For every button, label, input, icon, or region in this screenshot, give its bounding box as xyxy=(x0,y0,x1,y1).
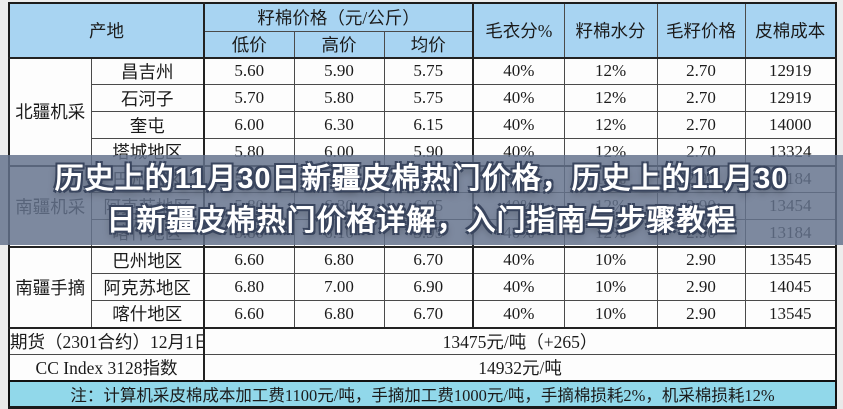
header-seed-price: 毛籽价格 xyxy=(656,2,746,58)
cc-index-label: CC Index 3128指数 xyxy=(8,353,205,381)
cc-index-value: 14932元/吨 xyxy=(203,353,837,381)
region-cell: 昌吉州 xyxy=(90,56,205,85)
header-moisture: 籽棉水分 xyxy=(563,2,658,58)
region-cell: 阿克苏地区 xyxy=(90,273,205,301)
low-price-cell: 5.60 xyxy=(203,56,295,85)
region-cell: 巴州地区 xyxy=(90,245,205,274)
seed-price-cell: 2.70 xyxy=(656,56,746,85)
low-price-cell: 6.60 xyxy=(203,245,295,274)
lint-cost-cell: 12919 xyxy=(744,56,837,85)
region-cell: 石河子 xyxy=(90,84,205,112)
seed-price-cell: 2.90 xyxy=(656,300,746,328)
note-row: 注：计算机采皮棉成本加工费1100元/吨，手摘加工费1000元/吨，手摘棉损耗2… xyxy=(7,379,838,408)
header-low-price: 低价 xyxy=(203,30,295,58)
table-header: 产地 籽棉价格（元/公斤） 毛衣分% 籽棉水分 毛籽价格 皮棉成本 低价 高价 … xyxy=(8,2,837,58)
seed-price-cell: 2.90 xyxy=(656,245,746,274)
seed-price-cell: 2.70 xyxy=(656,111,746,139)
low-price-cell: 5.70 xyxy=(203,84,295,112)
header-high-price: 高价 xyxy=(293,30,385,58)
note-text: 注：计算机采皮棉成本加工费1100元/吨，手摘加工费1000元/吨，手摘棉损耗2… xyxy=(7,379,838,408)
high-price-cell: 6.80 xyxy=(293,300,385,328)
avg-price-cell: 5.75 xyxy=(383,56,474,85)
group-label-south-handpicked: 南疆手摘 xyxy=(8,245,92,328)
high-price-cell: 7.00 xyxy=(293,273,385,301)
futures-row: 期货（2301合约）12月1日 13475元/吨（+265） xyxy=(8,326,837,355)
lint-cost-cell: 14045 xyxy=(744,273,837,301)
high-price-cell: 6.30 xyxy=(293,111,385,139)
header-seed-price-group: 籽棉价格（元/公斤） xyxy=(202,2,474,32)
lint-cost-cell: 13545 xyxy=(744,245,837,274)
seed-price-cell: 2.90 xyxy=(656,273,746,301)
table-row: 奎屯 6.00 6.30 6.15 40% 12% 2.70 14000 xyxy=(9,111,837,139)
header-row-2: 低价 高价 均价 xyxy=(9,30,836,58)
region-cell: 喀什地区 xyxy=(90,300,205,328)
high-price-cell: 5.80 xyxy=(293,84,385,112)
header-lint-percent: 毛衣分% xyxy=(472,2,565,58)
lint-cost-cell: 13545 xyxy=(744,300,837,328)
table-row: 喀什地区 6.60 6.80 6.70 40% 10% 2.90 13545 xyxy=(9,300,837,328)
futures-label: 期货（2301合约）12月1日 xyxy=(8,326,205,355)
header-lint-cost: 皮棉成本 xyxy=(744,2,837,58)
high-price-cell: 6.80 xyxy=(293,245,385,274)
lint-percent-cell: 40% xyxy=(472,245,565,274)
title-overlay-banner: 历史上的11月30日新疆皮棉热门价格，历史上的11月30 日新疆皮棉热门价格详解… xyxy=(0,155,843,245)
high-price-cell: 5.90 xyxy=(293,56,385,85)
lint-percent-cell: 40% xyxy=(472,84,565,112)
avg-price-cell: 6.70 xyxy=(383,245,474,274)
futures-value: 13475元/吨（+265） xyxy=(203,326,837,355)
seed-price-cell: 2.70 xyxy=(656,84,746,112)
header-origin: 产地 xyxy=(8,2,205,58)
moisture-cell: 12% xyxy=(563,84,658,112)
table-row: 北疆机采 昌吉州 5.60 5.90 5.75 40% 12% 2.70 129… xyxy=(8,56,837,166)
lint-cost-cell: 14000 xyxy=(744,111,837,139)
moisture-cell: 10% xyxy=(563,273,658,301)
low-price-cell: 6.80 xyxy=(203,273,295,301)
lint-percent-cell: 40% xyxy=(472,273,565,301)
region-cell: 奎屯 xyxy=(90,111,205,139)
table-row: 阿克苏地区 6.80 7.00 6.90 40% 10% 2.90 14045 xyxy=(9,273,837,301)
header-row-1: 产地 籽棉价格（元/公斤） 毛衣分% 籽棉水分 毛籽价格 皮棉成本 xyxy=(8,2,837,58)
header-avg-price: 均价 xyxy=(383,30,474,58)
lint-percent-cell: 40% xyxy=(472,111,565,139)
low-price-cell: 6.60 xyxy=(203,300,295,328)
avg-price-cell: 6.90 xyxy=(383,273,474,301)
group-label-north-machine: 北疆机采 xyxy=(8,56,92,166)
avg-price-cell: 6.15 xyxy=(383,111,474,139)
lint-percent-cell: 40% xyxy=(472,56,565,85)
avg-price-cell: 5.75 xyxy=(383,84,474,112)
overlay-title-line-2: 日新疆皮棉热门价格详解，入门指南与步骤教程 xyxy=(106,205,737,237)
overlay-title-line-1: 历史上的11月30日新疆皮棉热门价格，历史上的11月30 xyxy=(54,163,789,195)
moisture-cell: 10% xyxy=(563,300,658,328)
lint-cost-cell: 12919 xyxy=(744,84,837,112)
moisture-cell: 12% xyxy=(563,56,658,85)
moisture-cell: 12% xyxy=(563,111,658,139)
cc-index-row: CC Index 3128指数 14932元/吨 xyxy=(8,353,837,381)
lint-percent-cell: 40% xyxy=(472,300,565,328)
avg-price-cell: 6.70 xyxy=(383,300,474,328)
moisture-cell: 10% xyxy=(563,245,658,274)
table-row: 石河子 5.70 5.80 5.75 40% 12% 2.70 12919 xyxy=(9,84,837,112)
table-row: 南疆手摘 巴州地区 6.60 6.80 6.70 40% 10% 2.90 13… xyxy=(8,245,837,328)
low-price-cell: 6.00 xyxy=(203,111,295,139)
